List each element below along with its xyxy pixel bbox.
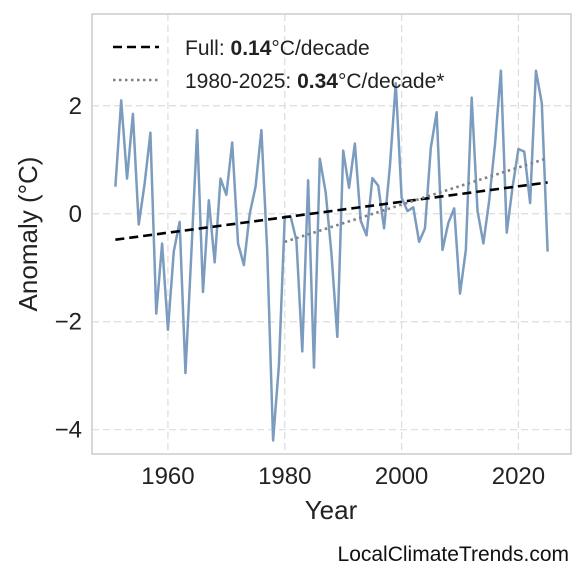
legend-full-prefix: Full: [185, 37, 231, 60]
y-tick-labels: 2 0 −2 −4 [55, 93, 82, 444]
y-tick-label: −4 [55, 417, 82, 444]
x-tick-label: 1960 [141, 463, 194, 490]
legend-entry-full: Full: 0.14°C/decade [185, 37, 370, 60]
legend: Full: 0.14°C/decade 1980-2025: 0.34°C/de… [113, 37, 444, 93]
legend-entry-recent: 1980-2025: 0.34°C/decade* [185, 70, 444, 93]
y-axis-title: Anomaly (°C) [13, 157, 43, 312]
plot-frame [91, 13, 572, 455]
x-tick-labels: 1960 1980 2000 2020 [141, 463, 545, 490]
recent-trend-line [284, 156, 549, 244]
anomaly-series-line [114, 69, 549, 442]
x-axis-title: Year [305, 495, 358, 525]
x-tick-label: 2000 [375, 463, 428, 490]
legend-full-value: 0.14 [231, 37, 272, 60]
y-tick-label: −2 [55, 309, 82, 336]
legend-recent-suffix: °C/decade* [338, 70, 444, 93]
legend-full-suffix: °C/decade [271, 37, 369, 60]
full-trend-line [115, 181, 548, 241]
legend-recent-value: 0.34 [297, 70, 338, 93]
series-lines [114, 69, 549, 442]
y-tick-label: 0 [69, 201, 82, 228]
plot-background [92, 14, 571, 454]
x-tick-label: 1980 [258, 463, 311, 490]
legend-recent-prefix: 1980-2025: [185, 70, 297, 93]
source-credit: LocalClimateTrends.com [338, 543, 569, 566]
x-tick-label: 2020 [492, 463, 545, 490]
y-tick-label: 2 [69, 93, 82, 120]
